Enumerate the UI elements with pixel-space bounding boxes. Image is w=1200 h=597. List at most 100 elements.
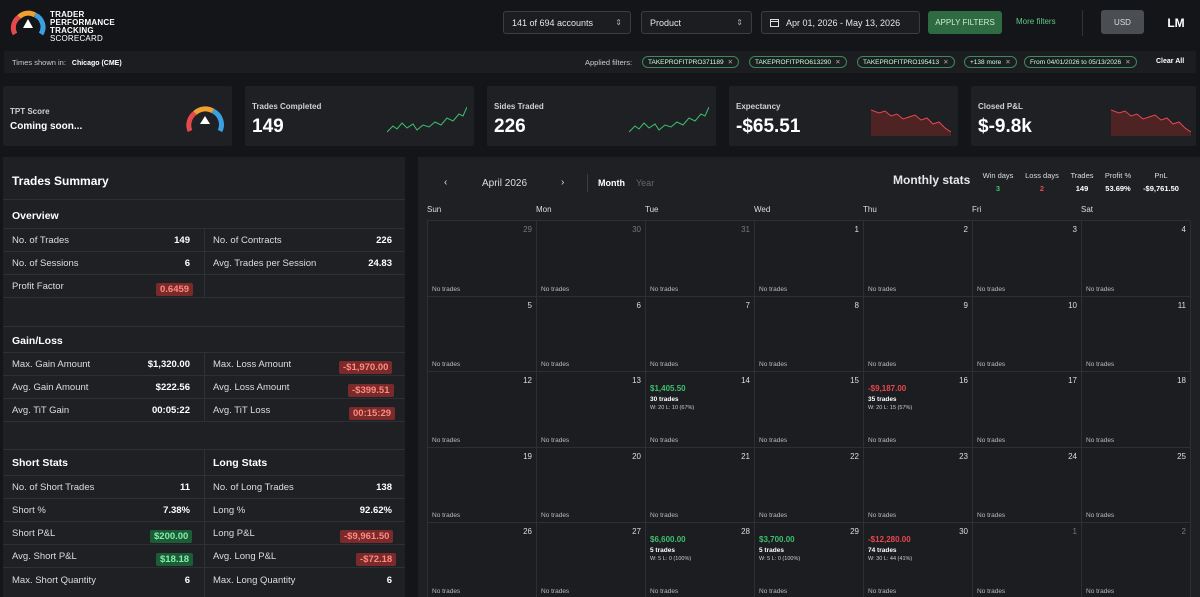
calendar-day-cell[interactable]: 18 No trades xyxy=(1082,372,1191,448)
calendar-day-cell[interactable]: 5 No trades xyxy=(428,296,537,372)
calendar-day-cell[interactable]: 25 No trades xyxy=(1082,447,1191,523)
stat-value: 6 xyxy=(184,258,190,269)
card-value: $-9.8k xyxy=(978,116,1032,137)
day-number: 31 xyxy=(741,225,750,234)
day-number: 6 xyxy=(636,300,641,310)
calendar-day-cell[interactable]: 9 No trades xyxy=(864,296,973,372)
view-month-tab[interactable]: Month xyxy=(598,178,625,188)
day-pnl: $1,405.50 xyxy=(650,384,686,393)
product-select[interactable]: Product ⇕ xyxy=(641,11,752,34)
clear-all-button[interactable]: Clear All xyxy=(1156,58,1185,65)
currency-button[interactable]: USD xyxy=(1101,10,1144,34)
day-number: 30 xyxy=(632,225,641,234)
calendar-day-cell[interactable]: 10 No trades xyxy=(973,296,1082,372)
calendar-day-cell[interactable]: 15 No trades xyxy=(755,372,864,448)
stat-value: 7.38% xyxy=(163,505,190,516)
filter-chip[interactable]: TAKEPROFITPRO613290 ✕ xyxy=(749,56,847,68)
calendar-day-cell[interactable]: 12 No trades xyxy=(428,372,537,448)
filter-chip-label: +138 more xyxy=(970,58,1002,66)
calendar-day-cell[interactable]: 4 No trades xyxy=(1082,221,1191,297)
day-number: 1 xyxy=(1072,527,1077,536)
calendar-day-cell[interactable]: 22 No trades xyxy=(755,447,864,523)
day-number: 24 xyxy=(1068,451,1077,461)
monthly-stats-title: Monthly stats xyxy=(893,173,971,187)
close-icon[interactable]: ✕ xyxy=(1005,59,1011,66)
day-win-loss: W: 5 L: 0 (100%) xyxy=(759,556,801,562)
calendar-day-cell[interactable]: 13 No trades xyxy=(537,372,646,448)
calendar-day-cell[interactable]: 3 No trades xyxy=(973,221,1082,297)
stat-value: $18.18 xyxy=(156,549,194,567)
day-pnl: -$9,187.00 xyxy=(868,384,907,393)
calendar-day-cell[interactable]: 14 $1,405.50 30 trades W: 20 L: 10 (67%) No … xyxy=(646,372,755,448)
filter-chip[interactable]: +138 more ✕ xyxy=(964,56,1017,68)
calendar-day-cell[interactable]: 24 No trades xyxy=(973,447,1082,523)
no-trades-label: No trades xyxy=(759,587,788,595)
date-range-picker[interactable]: Apr 01, 2026 - May 13, 2026 xyxy=(761,11,920,34)
calendar-day-cell[interactable]: 29 No trades xyxy=(428,221,537,297)
filter-chip[interactable]: From 04/01/2026 to 05/13/2026 ✕ xyxy=(1024,56,1137,68)
calendar-day-cell[interactable]: 7 No trades xyxy=(646,296,755,372)
no-trades-label: No trades xyxy=(432,285,461,293)
divider xyxy=(204,352,205,421)
area-sparkline xyxy=(871,109,951,136)
stat-value: -$1,970.00 xyxy=(339,357,393,375)
date-range-label: Apr 01, 2026 - May 13, 2026 xyxy=(786,17,901,28)
divider xyxy=(204,228,205,297)
stat-value: 00:15:29 xyxy=(349,403,396,421)
calendar-day-cell[interactable]: 30 No trades xyxy=(537,221,646,297)
more-filters-link[interactable]: More filters xyxy=(1016,17,1056,26)
close-icon[interactable]: ✕ xyxy=(943,59,949,66)
tpt-score-card: TPT Score Coming soon... xyxy=(3,86,232,146)
no-trades-label: No trades xyxy=(868,285,897,293)
short-pnl-badge: $200.00 xyxy=(150,530,193,543)
filter-chip[interactable]: TAKEPROFITPRO195413 ✕ xyxy=(857,56,955,68)
calendar-day-cell[interactable]: 17 No trades xyxy=(973,372,1082,448)
close-icon[interactable]: ✕ xyxy=(727,59,734,66)
stat-value: 6 xyxy=(184,575,190,586)
stat-value: 226 xyxy=(376,235,392,246)
calendar-day-cell[interactable]: 26 No trades xyxy=(428,523,537,597)
filter-chip[interactable]: TAKEPROFITPRO371189 ✕ xyxy=(642,56,740,68)
day-number: 23 xyxy=(959,451,968,461)
apply-filters-button[interactable]: APPLY FILTERS xyxy=(928,11,1002,34)
product-select-label: Product xyxy=(650,17,682,28)
day-win-loss: W: 30 L: 44 (41%) xyxy=(868,556,913,562)
view-year-tab[interactable]: Year xyxy=(636,178,655,188)
calendar-day-cell[interactable]: 23 No trades xyxy=(864,447,973,523)
expectancy-card: Expectancy -$65.51 xyxy=(729,86,958,146)
day-win-loss: W: 5 L: 0 (100%) xyxy=(650,556,692,562)
calendar-day-cell[interactable]: 2 No trades xyxy=(864,221,973,297)
calendar-day-cell[interactable]: 20 No trades xyxy=(537,447,646,523)
stat-value: 11 xyxy=(179,482,190,493)
calendar-day-cell[interactable]: 27 No trades xyxy=(537,523,646,597)
avg-long-pnl-badge: -$72.18 xyxy=(356,553,397,566)
calendar-day-cell[interactable]: 29 $3,700.00 5 trades W: 5 L: 0 (100%) No tr… xyxy=(755,523,864,597)
calendar-day-cell[interactable]: 30 -$12,280.00 74 trades W: 30 L: 44 (41%) N… xyxy=(864,523,973,597)
calendar-day-cell[interactable]: 19 No trades xyxy=(428,447,537,523)
day-number: 5 xyxy=(527,300,532,310)
loss-days-stat: Loss days 2 xyxy=(1021,171,1063,193)
calendar-day-cell[interactable]: 11 No trades xyxy=(1082,296,1191,372)
prev-month-button[interactable]: ‹ xyxy=(444,177,448,188)
day-number: 8 xyxy=(854,300,859,310)
day-win-loss: W: 20 L: 10 (67%) xyxy=(650,405,695,411)
next-month-button[interactable]: › xyxy=(561,177,565,188)
calendar-day-cell[interactable]: 6 No trades xyxy=(537,296,646,372)
close-icon[interactable]: ✕ xyxy=(1125,59,1131,66)
calendar-day-cell[interactable]: 16 -$9,187.00 35 trades W: 20 L: 15 (57%) No… xyxy=(864,372,973,448)
calendar-day-cell[interactable]: 31 No trades xyxy=(646,221,755,297)
avatar[interactable]: LM xyxy=(1167,16,1185,30)
close-icon[interactable]: ✕ xyxy=(835,59,841,66)
section-title: Overview xyxy=(12,210,59,222)
calendar-day-cell[interactable]: 21 No trades xyxy=(646,447,755,523)
day-number: 11 xyxy=(1177,300,1186,310)
calendar-day-cell[interactable]: 1 No trades xyxy=(973,523,1082,597)
calendar-day-cell[interactable]: 1 No trades xyxy=(755,221,864,297)
calendar-day-cell[interactable]: 2 No trades xyxy=(1082,523,1191,597)
calendar-day-cell[interactable]: 28 $6,600.00 5 trades W: 5 L: 0 (100%) No tr… xyxy=(646,523,755,597)
stat-label: Profit Factor xyxy=(12,281,64,292)
accounts-select[interactable]: 141 of 694 accounts ⇕ xyxy=(503,11,631,34)
day-number: 27 xyxy=(632,527,641,536)
calendar-day-cell[interactable]: 8 No trades xyxy=(755,296,864,372)
card-value: Coming soon... xyxy=(10,121,83,132)
